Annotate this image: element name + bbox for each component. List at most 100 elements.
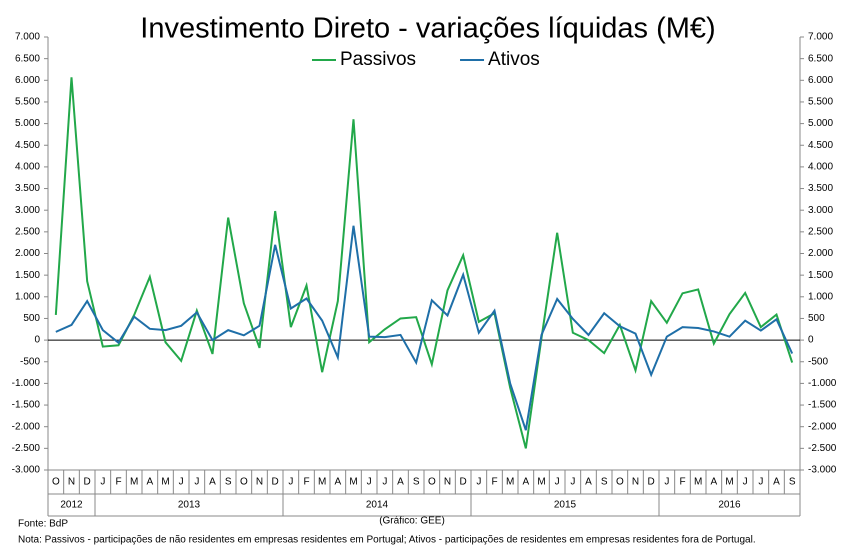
x-tick-label: M xyxy=(694,477,702,488)
x-tick-label: N xyxy=(444,477,451,488)
y-tick-label: 5.000 xyxy=(15,118,40,129)
y-tick-label: 6.500 xyxy=(15,53,40,64)
y-tick-label: 1.500 xyxy=(15,270,40,281)
x-tick-label: F xyxy=(679,477,685,488)
x-tick-label: J xyxy=(758,477,763,488)
x-tick-label: N xyxy=(68,477,75,488)
y-tick-label: -2.500 xyxy=(12,443,41,454)
y-tick-label: -1.000 xyxy=(12,378,41,389)
x-tick-label: J xyxy=(179,477,184,488)
x-tick-label: A xyxy=(773,477,780,488)
x-tick-label: O xyxy=(52,477,60,488)
y2-tick-label: -1.500 xyxy=(808,400,837,411)
x-tick-label: J xyxy=(555,477,560,488)
y-tick-label: 2.500 xyxy=(15,226,40,237)
x-tick-label: A xyxy=(146,477,153,488)
x-tick-label: D xyxy=(648,477,655,488)
chart-title: Investimento Direto - variações líquidas… xyxy=(140,13,715,45)
y2-tick-label: -2.000 xyxy=(808,421,837,432)
y2-tick-label: 5.000 xyxy=(808,118,833,129)
note: Nota: Passivos - participações de não re… xyxy=(18,535,756,546)
y2-tick-label: 6.000 xyxy=(808,75,833,86)
x-tick-label: M xyxy=(537,477,545,488)
x-tick-label: J xyxy=(382,477,387,488)
x-tick-label: F xyxy=(115,477,121,488)
x-tick-label: A xyxy=(710,477,717,488)
y2-tick-label: 5.500 xyxy=(808,97,833,108)
y2-tick-label: -500 xyxy=(808,356,828,367)
source: Fonte: BdP xyxy=(18,519,68,530)
x-tick-label: M xyxy=(130,477,138,488)
y2-tick-label: -3.000 xyxy=(808,465,837,476)
y-tick-label: -1.500 xyxy=(12,400,41,411)
x-tick-label: N xyxy=(256,477,263,488)
legend-label: Ativos xyxy=(488,49,540,70)
y-tick-label: 0 xyxy=(34,335,40,346)
y-tick-label: 5.500 xyxy=(15,97,40,108)
y2-tick-label: 6.500 xyxy=(808,53,833,64)
credit: (Gráfico: GEE) xyxy=(379,516,445,527)
y2-tick-label: 7.000 xyxy=(808,32,833,43)
x-tick-label: M xyxy=(161,477,169,488)
y-tick-label: -2.000 xyxy=(12,421,41,432)
x-tick-label: S xyxy=(225,477,232,488)
x-tick-label: M xyxy=(349,477,357,488)
x-tick-label: M xyxy=(318,477,326,488)
x-tick-label: A xyxy=(585,477,592,488)
y-tick-label: 500 xyxy=(23,313,40,324)
y2-tick-label: 3.000 xyxy=(808,205,833,216)
legend-label: Passivos xyxy=(340,49,416,70)
x-tick-label: J xyxy=(664,477,669,488)
x-tick-label: N xyxy=(632,477,639,488)
y-tick-label: -3.000 xyxy=(12,465,41,476)
y2-tick-label: -2.500 xyxy=(808,443,837,454)
y-tick-label: 6.000 xyxy=(15,75,40,86)
x-tick-label: O xyxy=(428,477,436,488)
y2-tick-label: 4.500 xyxy=(808,140,833,151)
x-tick-label: S xyxy=(789,477,796,488)
year-label: 2012 xyxy=(60,500,83,511)
x-tick-label: A xyxy=(209,477,216,488)
y-tick-label: 2.000 xyxy=(15,248,40,259)
y-tick-label: 1.000 xyxy=(15,291,40,302)
x-tick-label: D xyxy=(460,477,467,488)
x-tick-label: J xyxy=(743,477,748,488)
y-tick-label: 4.000 xyxy=(15,162,40,173)
x-tick-label: J xyxy=(194,477,199,488)
x-tick-label: D xyxy=(84,477,91,488)
year-label: 2013 xyxy=(178,500,201,511)
y-tick-label: -500 xyxy=(20,356,40,367)
y2-tick-label: 1.500 xyxy=(808,270,833,281)
y2-tick-label: -1.000 xyxy=(808,378,837,389)
y2-tick-label: 0 xyxy=(808,335,814,346)
series-line xyxy=(54,77,794,449)
y-tick-label: 3.000 xyxy=(15,205,40,216)
y2-tick-label: 500 xyxy=(808,313,825,324)
x-tick-label: A xyxy=(334,477,341,488)
x-tick-label: A xyxy=(397,477,404,488)
y-tick-label: 7.000 xyxy=(15,32,40,43)
x-tick-label: M xyxy=(506,477,514,488)
x-tick-label: J xyxy=(570,477,575,488)
y2-tick-label: 2.500 xyxy=(808,226,833,237)
x-tick-label: D xyxy=(272,477,279,488)
x-tick-label: M xyxy=(725,477,733,488)
x-tick-label: O xyxy=(616,477,624,488)
x-tick-label: J xyxy=(100,477,105,488)
x-tick-label: F xyxy=(303,477,309,488)
y-tick-label: 3.500 xyxy=(15,183,40,194)
y2-tick-label: 2.000 xyxy=(808,248,833,259)
x-tick-label: S xyxy=(413,477,420,488)
y-tick-label: 4.500 xyxy=(15,140,40,151)
series-line xyxy=(55,225,794,431)
year-label: 2015 xyxy=(554,500,577,511)
y2-tick-label: 3.500 xyxy=(808,183,833,194)
y2-tick-label: 4.000 xyxy=(808,162,833,173)
x-tick-label: J xyxy=(288,477,293,488)
year-label: 2014 xyxy=(366,500,389,511)
x-tick-label: J xyxy=(367,477,372,488)
x-tick-label: J xyxy=(476,477,481,488)
y2-tick-label: 1.000 xyxy=(808,291,833,302)
x-tick-label: A xyxy=(522,477,529,488)
